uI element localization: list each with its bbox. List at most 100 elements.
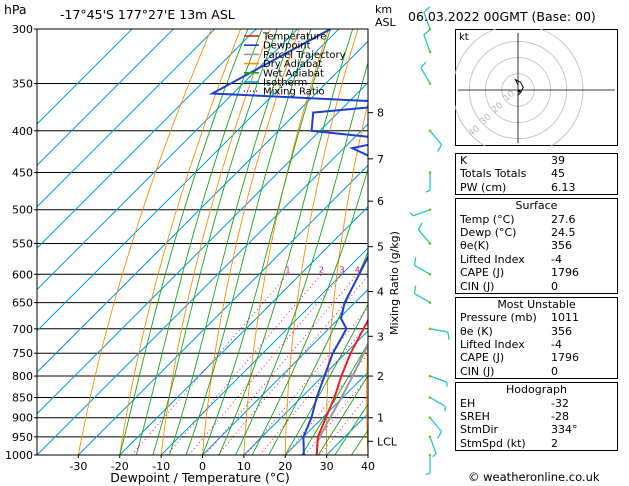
- isotherm: [37, 29, 216, 208]
- datetime-header: 06.03.2022 00GMT (Base: 00): [408, 9, 596, 24]
- parcel-trajectory: [315, 342, 368, 455]
- most-unstable-box: Most Unstable Pressure (mb) 1011 θe (K) 35…: [455, 296, 618, 380]
- isotherm: [284, 371, 368, 455]
- surface-title: Surface: [515, 199, 558, 213]
- dewpoint-profile: [208, 29, 368, 455]
- mixing-ratio-label: 2: [319, 265, 324, 274]
- temperature-tick-label: 10: [237, 460, 251, 473]
- wind-barb-dot: [428, 435, 432, 439]
- hodograph-storm-motion: [517, 89, 521, 93]
- height-tick-label: 1: [377, 412, 384, 425]
- legend-entry: Temperature: [262, 32, 326, 43]
- index-row-pw: PW (cm) 6.13: [456, 181, 617, 194]
- mu-label: Lifted Index: [460, 338, 525, 352]
- isotherm: [78, 164, 368, 455]
- wet-adiabat: [119, 29, 249, 455]
- isotherm: [37, 29, 133, 125]
- hodo-row: SREH -28: [456, 410, 617, 423]
- mu-label: CIN (J): [460, 364, 495, 378]
- hodo-label: StmSpd (kt): [460, 436, 526, 450]
- pressure-tick-label: 850: [12, 391, 33, 404]
- index-value: 45: [551, 167, 565, 181]
- wind-barb-flag: [413, 285, 417, 294]
- pressure-tick-label: 550: [12, 237, 33, 250]
- wet-adiabat: [251, 167, 368, 455]
- surface-row: Temp (°C) 27.6: [456, 213, 617, 226]
- surface-label: Lifted Index: [460, 252, 525, 266]
- wind-barb-flag: [423, 6, 431, 13]
- hodo-label: SREH: [460, 410, 490, 424]
- surface-value: 24.5: [551, 225, 576, 239]
- wind-barb-flag: [425, 472, 431, 476]
- legend-entry: Parcel Trajectory: [263, 50, 346, 61]
- x-axis-label: Dewpoint / Temperature (°C): [110, 470, 289, 485]
- mixing-ratio-label: 5: [367, 265, 372, 274]
- wind-barb-dot: [428, 82, 432, 85]
- height-tick-label: 3: [377, 330, 384, 343]
- legend-entry: Dewpoint: [263, 41, 311, 52]
- pressure-tick-label: 800: [12, 370, 33, 383]
- temperature-tick-label: -10: [152, 460, 170, 473]
- wind-barb-dot: [428, 327, 432, 331]
- wind-barb-dot: [428, 416, 432, 420]
- wind-barb-dot: [428, 50, 432, 54]
- pressure-tick-label: 1000: [5, 449, 33, 462]
- wind-barb: [420, 67, 431, 84]
- height-tick-label: 6: [377, 195, 384, 208]
- isotherm: [37, 29, 174, 167]
- dry-adiabat: [406, 29, 446, 455]
- wind-barb-dot: [428, 27, 432, 31]
- mixing-ratio-label: 4: [355, 265, 360, 274]
- isotherm: [37, 29, 257, 249]
- mu-label: CAPE (J): [460, 351, 505, 365]
- index-row-totals: Totals Totals 45: [456, 167, 617, 180]
- mu-value: -4: [551, 338, 562, 352]
- surface-value: 27.6: [551, 212, 576, 226]
- wet-adiabat: [318, 374, 368, 455]
- dry-adiabat: [77, 29, 212, 455]
- mu-value: 0: [551, 364, 558, 378]
- pressure-tick-label: 350: [12, 78, 33, 91]
- wind-barb-flag: [417, 222, 423, 230]
- wind-barb-flag: [444, 406, 447, 412]
- wind-barb-dot: [428, 129, 432, 133]
- dry-adiabat: [326, 101, 368, 455]
- legend-entry: Mixing Ratio: [263, 87, 325, 98]
- hodo-row: EH -32: [456, 397, 617, 410]
- copyright: © weatheronline.co.uk: [468, 470, 600, 484]
- mixing-ratio-line: [188, 274, 343, 455]
- isotherm: [202, 288, 368, 455]
- wet-adiabat: [218, 29, 354, 455]
- mu-label: θe (K): [460, 324, 493, 338]
- surface-label: CAPE (J): [460, 266, 505, 280]
- temperature-tick-label: 40: [361, 460, 375, 473]
- surface-label: Temp (°C): [460, 212, 515, 226]
- height-tick-label: LCL: [377, 435, 398, 448]
- pressure-tick-label: 900: [12, 412, 33, 425]
- mu-value: 1011: [551, 311, 579, 325]
- pressure-tick-label: 700: [12, 323, 33, 336]
- mixing-ratio-axis-label: Mixing Ratio (g/kg): [388, 231, 401, 335]
- legend-entry: Isotherm: [263, 78, 307, 89]
- mixing-ratio-line: [166, 274, 322, 455]
- surface-label: θe(K): [460, 239, 490, 253]
- hodo-label: StmDir: [460, 423, 499, 437]
- surface-value: 356: [551, 239, 572, 253]
- hodograph-stats-title: Hodograph: [506, 383, 567, 397]
- wind-barb-flag: [413, 257, 417, 266]
- wind-barb-flag: [425, 189, 431, 193]
- wind-barb-flag: [437, 431, 443, 439]
- surface-row: CAPE (J) 1796: [456, 266, 617, 279]
- surface-value: 0: [551, 279, 558, 293]
- wind-barb-dot: [428, 272, 432, 276]
- hodo-value: 334°: [551, 423, 578, 437]
- mixing-ratio-label: 10: [404, 265, 414, 274]
- temperature-tick-label: 20: [278, 460, 292, 473]
- mixing-ratio-label: 15: [428, 265, 438, 274]
- hodograph-unit: kt: [459, 32, 469, 43]
- wet-adiabat: [202, 29, 332, 455]
- mu-row: θe (K) 356: [456, 325, 617, 338]
- isotherm: [160, 247, 368, 455]
- wind-barb: [429, 328, 448, 333]
